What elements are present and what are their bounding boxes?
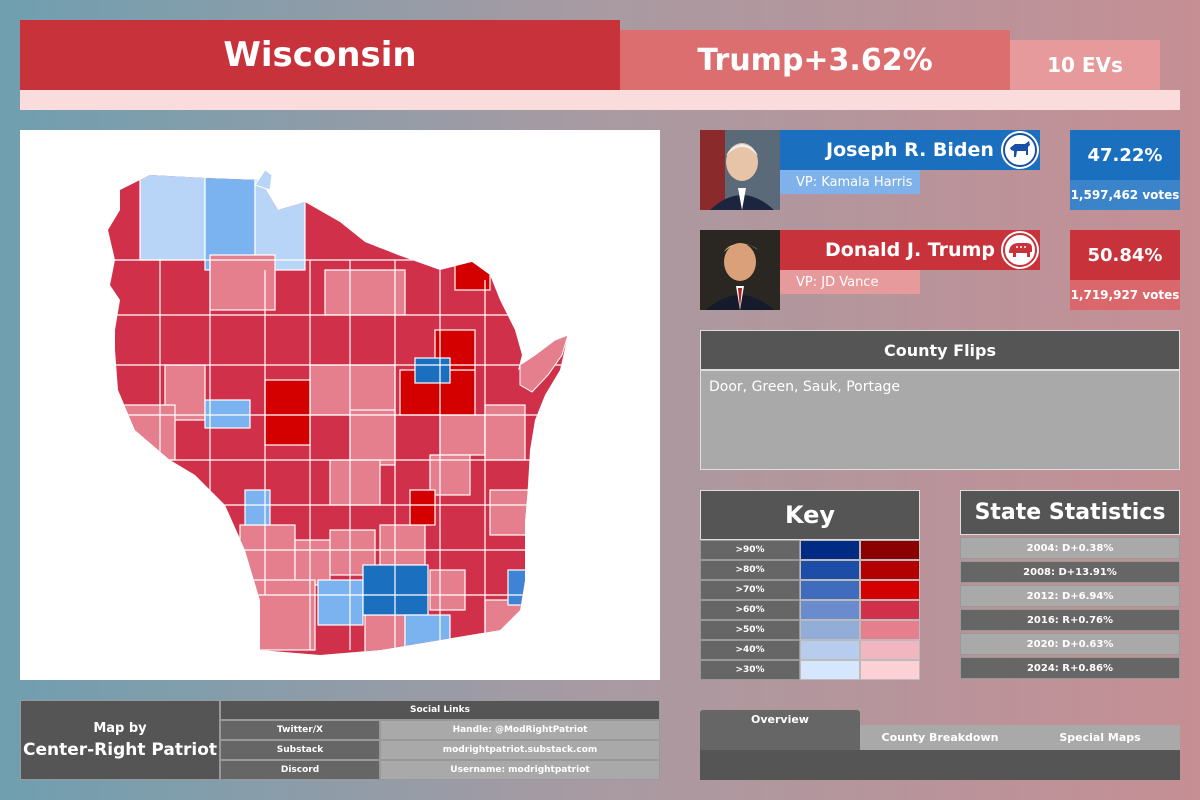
electoral-votes-label: 10 EVs — [1010, 40, 1160, 90]
donkey-icon — [1001, 131, 1039, 169]
candidate-1-pct: 47.22% — [1087, 144, 1163, 166]
key-label: >90% — [700, 540, 800, 560]
key-swatch-dem — [800, 640, 860, 660]
candidate-1-votes: 1,597,462 votes — [1070, 188, 1180, 202]
door-county[interactable] — [519, 334, 569, 393]
candidate-1-name: Joseph R. Biden — [826, 139, 994, 161]
margin-label: Trump+3.62% — [620, 30, 1010, 90]
tab-overview[interactable]: Overview — [700, 710, 860, 750]
map-counties[interactable] — [100, 160, 580, 670]
social-label-twitter: Twitter/X — [220, 720, 380, 740]
credit-top: Map by — [93, 720, 147, 736]
key-label: >60% — [700, 600, 800, 620]
tab-county-breakdown[interactable]: County Breakdown — [860, 725, 1020, 750]
social-value-discord[interactable]: Username: modrightpatriot — [380, 760, 660, 780]
state-statistics-title: State Statistics — [960, 490, 1180, 535]
state-title: Wisconsin — [20, 20, 620, 90]
state-stat-row: 2024: R+0.86% — [960, 657, 1180, 679]
bayfield-tip — [254, 169, 273, 191]
key-swatch-rep — [860, 620, 920, 640]
candidate-2-vp: VP: JD Vance — [796, 274, 879, 290]
state-stat-row: 2004: D+0.38% — [960, 537, 1180, 559]
credit-author: Center-Right Patriot — [22, 739, 218, 760]
candidate-1-pct-box: 47.22% — [1070, 130, 1180, 180]
key-swatch-dem — [800, 560, 860, 580]
key-swatch-dem — [800, 600, 860, 620]
key-swatch-dem — [800, 540, 860, 560]
key-swatch-rep — [860, 660, 920, 680]
candidate-2-name-bar: Donald J. Trump — [780, 230, 1040, 270]
key-label: >40% — [700, 640, 800, 660]
state-stat-row: 2016: R+0.76% — [960, 609, 1180, 631]
credit-box: Map by Center-Right Patriot — [20, 700, 220, 780]
candidate-1-photo — [700, 130, 780, 210]
state-stat-row: 2008: D+13.91% — [960, 561, 1180, 583]
social-value-substack[interactable]: modrightpatriot.substack.com — [380, 740, 660, 760]
key-swatch-dem — [800, 580, 860, 600]
candidate-2-photo — [700, 230, 780, 310]
key-swatch-dem — [800, 660, 860, 680]
wisconsin-map-svg[interactable] — [20, 130, 660, 680]
candidate-2-votes: 1,719,927 votes — [1070, 288, 1180, 302]
county-flips-body: Door, Green, Sauk, Portage — [700, 370, 1180, 470]
candidate-1-votes-box: 1,597,462 votes — [1070, 180, 1180, 210]
social-label-discord: Discord — [220, 760, 380, 780]
elephant-icon — [1001, 231, 1039, 269]
social-value-twitter[interactable]: Handle: @ModRightPatriot — [380, 720, 660, 740]
key-label: >80% — [700, 560, 800, 580]
social-links-title: Social Links — [220, 700, 660, 720]
tab-special-maps[interactable]: Special Maps — [1020, 725, 1180, 750]
key-label: >30% — [700, 660, 800, 680]
candidate-2-pct: 50.84% — [1087, 244, 1163, 266]
candidate-1-vp-bar: VP: Kamala Harris — [780, 170, 920, 194]
key-title: Key — [700, 490, 920, 540]
key-swatch-rep — [860, 640, 920, 660]
header-strip — [20, 90, 1180, 110]
key-swatch-dem — [800, 620, 860, 640]
key-swatch-rep — [860, 540, 920, 560]
candidate-1-name-bar: Joseph R. Biden — [780, 130, 1040, 170]
candidate-2-pct-box: 50.84% — [1070, 230, 1180, 280]
candidate-1-vp: VP: Kamala Harris — [796, 174, 913, 190]
social-label-substack: Substack — [220, 740, 380, 760]
state-stat-row: 2012: D+6.94% — [960, 585, 1180, 607]
county-flips-title: County Flips — [700, 330, 1180, 370]
key-label: >50% — [700, 620, 800, 640]
state-stat-row: 2020: D+0.63% — [960, 633, 1180, 655]
candidate-2-vp-bar: VP: JD Vance — [780, 270, 920, 294]
key-swatch-rep — [860, 580, 920, 600]
key-label: >70% — [700, 580, 800, 600]
key-swatch-rep — [860, 560, 920, 580]
candidate-2-name: Donald J. Trump — [825, 239, 995, 261]
county-map[interactable] — [20, 130, 660, 680]
tab-content-area — [700, 750, 1180, 780]
candidate-2-votes-box: 1,719,927 votes — [1070, 280, 1180, 310]
key-swatch-rep — [860, 600, 920, 620]
